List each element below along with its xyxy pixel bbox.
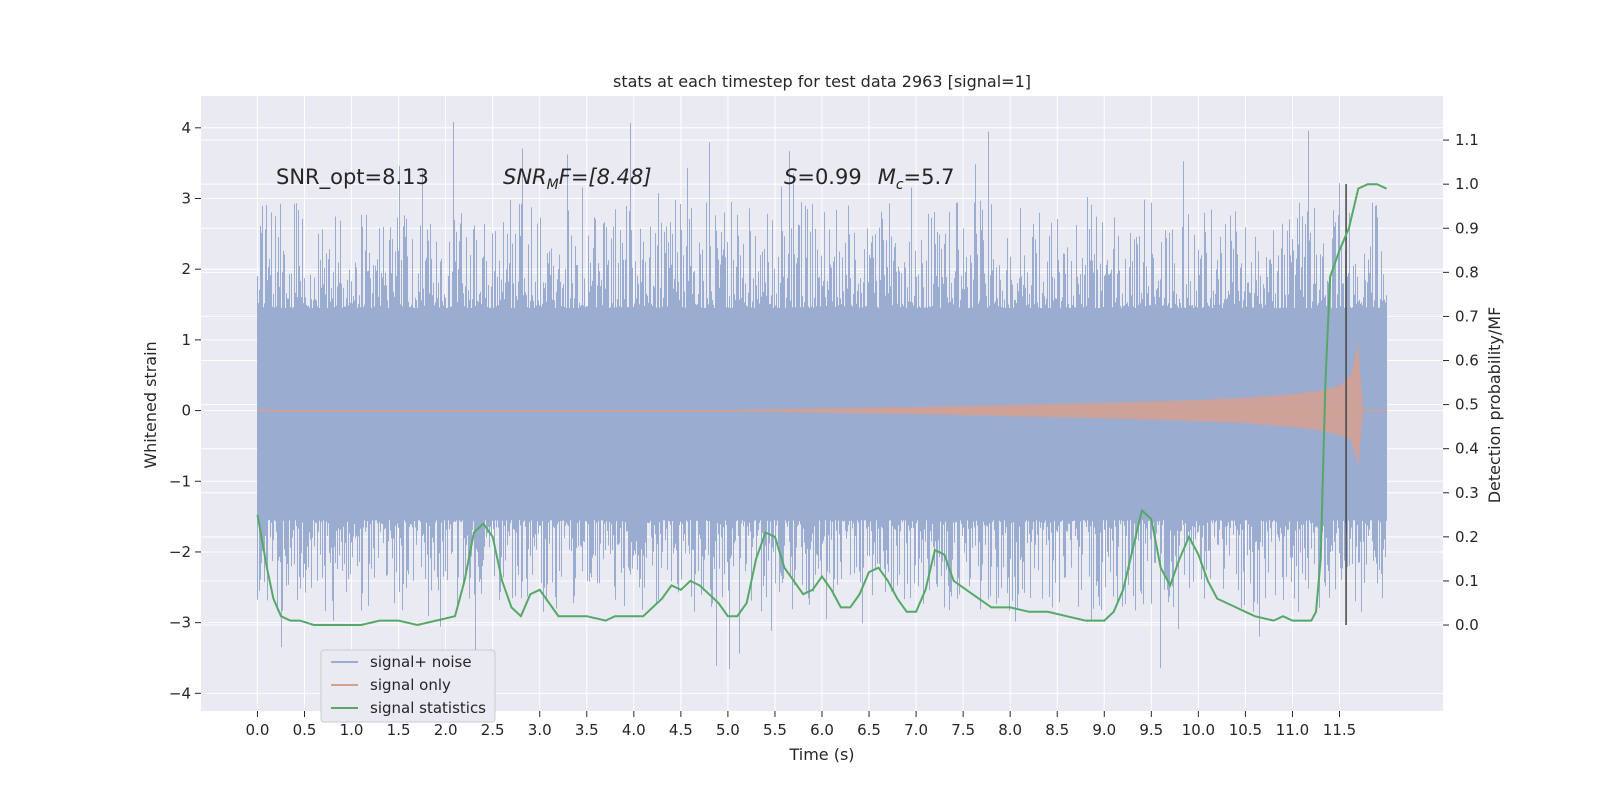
x-tick-label: 2.5 bbox=[481, 721, 505, 739]
x-tick-label: 10.5 bbox=[1229, 721, 1262, 739]
y-left-tick-label: −1 bbox=[169, 472, 191, 490]
x-tick-label: 0.5 bbox=[293, 721, 317, 739]
y-right-tick-label: 0.8 bbox=[1455, 263, 1479, 281]
annotation-snr-mf: SNRMF=[8.48] bbox=[503, 165, 652, 193]
x-tick-label: 7.0 bbox=[904, 721, 928, 739]
y-right-tick-label: 0.1 bbox=[1455, 572, 1479, 590]
y-right-tick-label: 1.1 bbox=[1455, 131, 1479, 149]
chart-title: stats at each timestep for test data 296… bbox=[613, 72, 1031, 91]
x-tick-label: 3.0 bbox=[528, 721, 552, 739]
snr-mf-label: SNR bbox=[503, 165, 547, 189]
x-tick-label: 8.5 bbox=[1045, 721, 1069, 739]
y-right-tick-label: 0.0 bbox=[1455, 616, 1479, 634]
x-tick-label: 6.0 bbox=[810, 721, 834, 739]
mc-label: M bbox=[878, 165, 896, 189]
snr-mf-sub: M bbox=[547, 177, 559, 193]
signal-statistics-series bbox=[256, 183, 1387, 627]
y-right-tick-label: 0.4 bbox=[1455, 440, 1479, 458]
mc-value: =5.7 bbox=[904, 165, 955, 189]
signal-only-series bbox=[257, 343, 1387, 466]
legend-box bbox=[320, 649, 496, 723]
y-left-tick-label: 1 bbox=[181, 331, 191, 349]
legend-label-noise: signal+ noise bbox=[370, 653, 472, 671]
annotation-snr-opt: SNR_opt=8.13 bbox=[276, 165, 429, 190]
x-tick-label: 0.0 bbox=[246, 721, 270, 739]
x-tick-label: 5.5 bbox=[763, 721, 787, 739]
s-label: S bbox=[784, 165, 797, 189]
x-tick-label: 9.5 bbox=[1139, 721, 1163, 739]
y-left-tick-label: −2 bbox=[169, 543, 191, 561]
annotation-s-mc: S=0.99 Mc=5.7 bbox=[784, 165, 955, 193]
y-left-tick-label: 4 bbox=[181, 119, 191, 137]
x-tick-label: 10.0 bbox=[1182, 721, 1215, 739]
y-right-tick-label: 1.0 bbox=[1455, 175, 1479, 193]
y-right-tick-label: 0.2 bbox=[1455, 528, 1479, 546]
y-left-tick-label: 0 bbox=[181, 402, 191, 420]
axis-ticks: 0.0 0.5 1.0 1.5 2.0 2.5 3.0 3.5 4.0 4.5 5.0 5.5 6.0 6… bbox=[169, 119, 1479, 739]
y-left-tick-label: 2 bbox=[181, 260, 191, 278]
y-left-tick-label: −3 bbox=[169, 614, 191, 632]
y-axis-right-label: Detection probability/MF bbox=[1485, 307, 1504, 504]
x-tick-label: 4.5 bbox=[669, 721, 693, 739]
x-tick-label: 7.5 bbox=[951, 721, 975, 739]
x-tick-label: 6.5 bbox=[857, 721, 881, 739]
snr-mf-f: F=[8.48] bbox=[559, 165, 652, 189]
y-right-tick-label: 0.3 bbox=[1455, 484, 1479, 502]
legend: signal+ noise signal only signal statist… bbox=[320, 649, 496, 723]
mc-sub: c bbox=[896, 177, 904, 193]
y-right-tick-label: 0.7 bbox=[1455, 307, 1479, 325]
y-right-tick-label: 0.5 bbox=[1455, 396, 1479, 414]
x-tick-label: 5.0 bbox=[716, 721, 740, 739]
x-tick-label: 11.0 bbox=[1276, 721, 1309, 739]
x-tick-label: 1.5 bbox=[387, 721, 411, 739]
legend-label-signal: signal only bbox=[370, 676, 451, 694]
x-tick-label: 4.0 bbox=[622, 721, 646, 739]
x-tick-label: 1.0 bbox=[340, 721, 364, 739]
y-right-tick-label: 0.6 bbox=[1455, 352, 1479, 370]
x-tick-label: 2.0 bbox=[434, 721, 458, 739]
x-tick-label: 8.0 bbox=[998, 721, 1022, 739]
x-tick-label: 11.5 bbox=[1323, 721, 1356, 739]
s-value: =0.99 bbox=[797, 165, 861, 189]
y-right-tick-label: 0.9 bbox=[1455, 219, 1479, 237]
x-tick-label: 9.0 bbox=[1092, 721, 1116, 739]
legend-label-stats: signal statistics bbox=[370, 699, 486, 717]
y-axis-left-label: Whitened strain bbox=[141, 341, 160, 468]
y-left-tick-label: −4 bbox=[169, 684, 191, 702]
y-left-tick-label: 3 bbox=[181, 190, 191, 208]
x-tick-label: 3.5 bbox=[575, 721, 599, 739]
x-axis-label: Time (s) bbox=[788, 745, 854, 764]
